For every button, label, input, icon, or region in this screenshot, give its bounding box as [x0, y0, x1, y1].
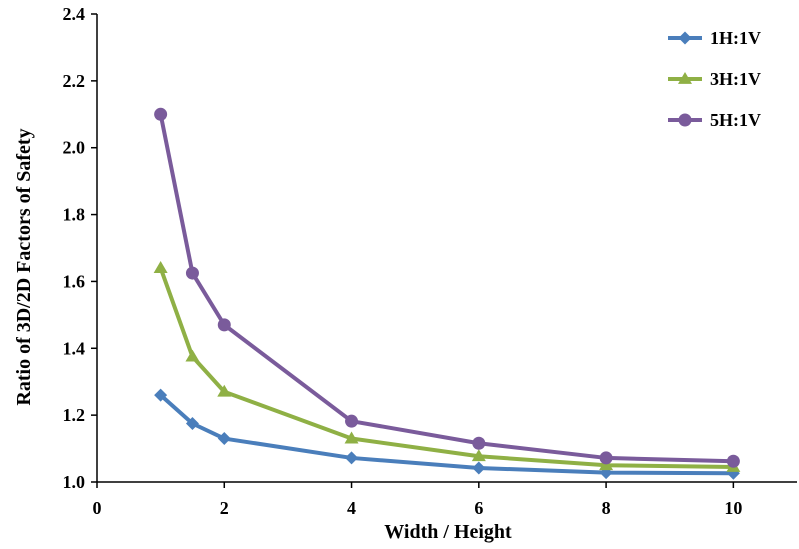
legend-marker: [678, 31, 692, 45]
series-5h-1v: [154, 107, 740, 468]
y-tick-label: 2.2: [63, 71, 86, 91]
y-tick-label: 2.0: [63, 138, 86, 158]
data-point: [345, 451, 359, 465]
x-tick-label: 6: [474, 498, 483, 518]
y-tick-label: 2.4: [63, 4, 86, 24]
data-point: [217, 318, 231, 332]
data-point: [471, 449, 486, 462]
axes: 1.0 1.2 1.4 1.6 1.8 2.0 2.2 2.4 0 2 4 6 8 10: [63, 4, 797, 518]
y-tick-label: 1.0: [63, 472, 86, 492]
x-tick-label: 0: [93, 498, 102, 518]
series-1h-1v: [154, 388, 740, 480]
legend-item: 5H:1V: [668, 110, 761, 130]
legend: 1H:1V 3H:1V 5H:1V: [668, 28, 761, 130]
data-point: [345, 414, 359, 428]
data-point: [154, 107, 168, 121]
y-tick-label: 1.2: [63, 405, 86, 425]
legend-label: 3H:1V: [710, 69, 761, 89]
series-3h-1v: [153, 261, 741, 472]
legend-label: 1H:1V: [710, 28, 761, 48]
series-line: [158, 113, 734, 464]
y-tick-label: 1.6: [63, 271, 86, 291]
y-axis-title: Ratio of 3D/2D Factors of Safety: [13, 128, 35, 405]
x-axis-title: Width / Height: [384, 521, 512, 543]
legend-marker: [678, 113, 692, 127]
series-line: [159, 393, 734, 476]
data-point: [185, 417, 199, 430]
x-tick-label: 8: [602, 498, 611, 518]
y-tick-label: 1.8: [63, 205, 86, 225]
x-tick-label: 4: [347, 498, 356, 518]
series-group: [153, 107, 741, 480]
x-tick-label: 2: [220, 498, 229, 518]
legend-label: 5H:1V: [710, 110, 761, 130]
data-point: [185, 349, 200, 362]
legend-item: 3H:1V: [668, 69, 761, 89]
data-point: [217, 432, 231, 446]
data-point: [599, 451, 613, 465]
data-point: [154, 388, 168, 402]
legend-item: 1H:1V: [668, 28, 761, 48]
y-tick-label: 1.4: [63, 338, 86, 358]
data-point: [472, 461, 486, 475]
data-point: [472, 436, 486, 450]
x-tick-label: 10: [724, 498, 742, 518]
data-point: [726, 454, 740, 468]
data-point: [185, 266, 199, 280]
data-point: [153, 261, 168, 273]
data-point: [344, 431, 359, 444]
legend-marker: [678, 72, 692, 84]
data-point: [217, 384, 232, 397]
